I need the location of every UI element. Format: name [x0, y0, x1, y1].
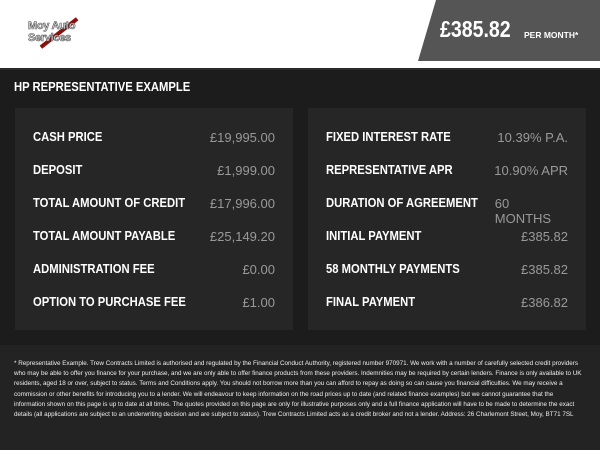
finance-label: FIXED INTEREST RATE: [326, 130, 451, 144]
logo-text-line1: Moy Auto: [28, 20, 76, 32]
finance-row: INITIAL PAYMENT £385.82: [326, 229, 568, 262]
finance-value: £385.82: [521, 262, 568, 277]
disclaimer-text: * Representative Example. Trew Contracts…: [0, 345, 600, 450]
right-finance-panel: FIXED INTEREST RATE 10.39% P.A. REPRESENTA…: [308, 108, 586, 330]
price-panel: [418, 0, 600, 61]
finance-row: DEPOSIT £1,999.00: [33, 163, 275, 196]
finance-value: £385.82: [521, 229, 568, 244]
finance-label: TOTAL AMOUNT OF CREDIT: [33, 196, 186, 210]
finance-row: DURATION OF AGREEMENT 60 MONTHS: [326, 196, 568, 229]
finance-row: OPTION TO PURCHASE FEE £1.00: [33, 295, 275, 328]
monthly-price: £385.82: [440, 16, 511, 42]
finance-row: TOTAL AMOUNT OF CREDIT £17,996.00: [33, 196, 275, 229]
finance-label: INITIAL PAYMENT: [326, 229, 422, 243]
finance-value: £17,996.00: [209, 196, 275, 211]
finance-row: CASH PRICE £19,995.00: [33, 130, 275, 163]
finance-value: £1.00: [242, 295, 275, 310]
finance-label: DURATION OF AGREEMENT: [326, 196, 478, 210]
finance-label: FINAL PAYMENT: [326, 295, 416, 309]
finance-label: CASH PRICE: [33, 130, 103, 144]
finance-label: REPRESENTATIVE APR: [326, 163, 453, 177]
logo-text-line2: Services: [28, 32, 72, 44]
finance-label: TOTAL AMOUNT PAYABLE: [33, 229, 176, 243]
finance-label: ADMINISTRATION FEE: [33, 262, 155, 276]
finance-value: 10.39% P.A.: [497, 130, 568, 145]
section-title: HP REPRESENTATIVE EXAMPLE: [14, 80, 191, 94]
finance-label: OPTION TO PURCHASE FEE: [33, 295, 186, 309]
per-month-label: PER MONTH*: [524, 30, 579, 40]
finance-row: TOTAL AMOUNT PAYABLE £25,149.20: [33, 229, 275, 262]
finance-value: £0.00: [242, 262, 275, 277]
finance-value: £386.82: [521, 295, 568, 310]
finance-label: 58 MONTHLY PAYMENTS: [326, 262, 460, 276]
finance-value: £25,149.20: [209, 229, 275, 244]
finance-row: 58 MONTHLY PAYMENTS £385.82: [326, 262, 568, 295]
finance-label: DEPOSIT: [33, 163, 83, 177]
finance-row: FIXED INTEREST RATE 10.39% P.A.: [326, 130, 568, 163]
finance-value: 10.90% APR: [494, 163, 568, 178]
finance-row: ADMINISTRATION FEE £0.00: [33, 262, 275, 295]
finance-row: REPRESENTATIVE APR 10.90% APR: [326, 163, 568, 196]
finance-value: 60 MONTHS: [494, 196, 552, 226]
logo[interactable]: Moy Auto Services: [26, 15, 88, 51]
finance-row: FINAL PAYMENT £386.82: [326, 295, 568, 328]
finance-value: £19,995.00: [209, 130, 275, 145]
left-finance-panel: CASH PRICE £19,995.00 DEPOSIT £1,999.00 TOTA…: [15, 108, 293, 330]
finance-value: £1,999.00: [217, 163, 275, 178]
